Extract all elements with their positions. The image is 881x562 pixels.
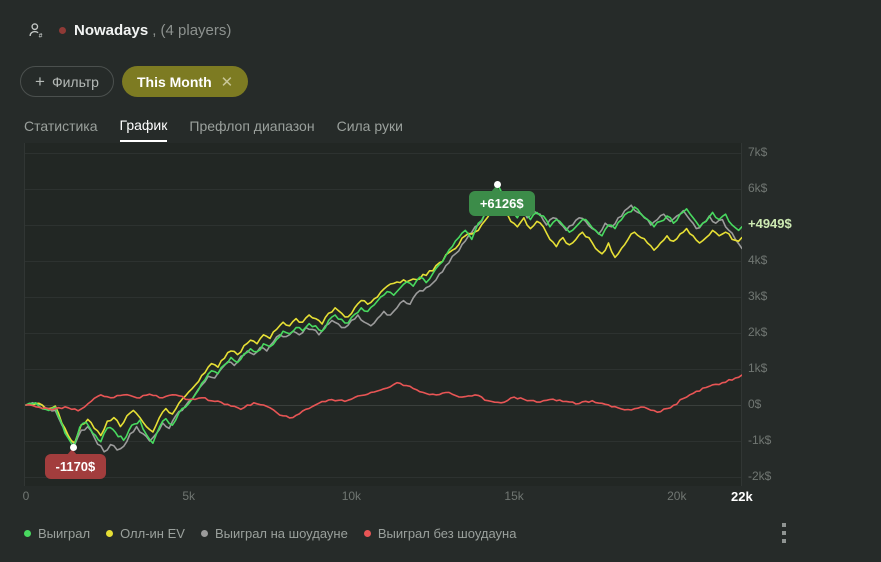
red-dot-icon: [363, 530, 371, 537]
legend-item-won[interactable]: Выиграл: [24, 526, 90, 541]
y-tick-label: 0$: [748, 397, 762, 411]
y-tick-label: 3k$: [748, 289, 768, 303]
x-axis-labels: 0 5k 10k 15k 20k 22k: [22, 489, 754, 505]
player-pool-title: Nowadays: [74, 22, 149, 39]
plus-icon: +: [35, 72, 45, 91]
players-icon: #: [28, 22, 45, 39]
series-Выиграл: [25, 183, 742, 448]
green-dot-icon: [24, 530, 31, 537]
header: # Nowadays , (4 players): [28, 22, 231, 39]
legend-item-won-no-showdown[interactable]: Выиграл без шоудауна: [363, 526, 517, 541]
filter-bar: + Фильтр This Month ✕: [20, 66, 249, 97]
gray-dot-icon: [200, 530, 208, 537]
marker-dot: [70, 443, 77, 451]
add-filter-label: Фильтр: [51, 73, 99, 90]
y-tick-label: 1k$: [748, 361, 768, 375]
close-icon[interactable]: ✕: [220, 73, 234, 91]
legend-label: Олл-ин EV: [120, 526, 185, 541]
profit-chart[interactable]: +6126$ -1170$: [24, 143, 742, 486]
add-filter-button[interactable]: + Фильтр: [20, 66, 114, 97]
legend-item-won-showdown[interactable]: Выиграл на шоудауне: [200, 526, 348, 541]
active-filter-label: This Month: [136, 73, 212, 90]
legend-label: Выиграл без шоудауна: [377, 526, 517, 541]
legend-label: Выиграл: [38, 526, 91, 541]
legend-item-allin-ev[interactable]: Олл-ин EV: [106, 526, 185, 541]
legend-label: Выиграл на шоудауне: [214, 526, 348, 541]
series-Выиграл без шоудауна: [25, 374, 742, 419]
chart-menu-kebab-icon[interactable]: [779, 520, 789, 546]
y-tick-label: 6k$: [748, 181, 768, 195]
status-dot: [59, 27, 66, 34]
current-value-label: +4949$: [748, 216, 792, 231]
y-tick-label: 2k$: [748, 325, 768, 339]
x-tick-label: 0: [22, 489, 30, 503]
x-tick-label: 20k: [667, 489, 687, 503]
x-tick-label: 15k: [504, 489, 524, 503]
badge-pointer-icon: [490, 186, 501, 193]
tab-statistics[interactable]: Статистика: [24, 117, 98, 142]
x-tick-label: 5k: [182, 489, 196, 503]
series-Олл-ин EV: [25, 191, 742, 444]
y-axis-labels: 7k$ 6k$ 4k$ 3k$ 2k$ 1k$ 0$ -1k$ -2k$ +4949$: [748, 143, 794, 486]
series-Выиграл на шоудауне: [25, 191, 742, 453]
tab-bar: Статистика График Префлоп диапазон Сила …: [24, 117, 403, 142]
svg-text:#: #: [39, 32, 43, 39]
low-badge: -1170$: [44, 449, 107, 480]
yellow-dot-icon: [106, 530, 114, 537]
tab-hand-strength[interactable]: Сила руки: [337, 117, 403, 142]
chart-legend: Выиграл Олл-ин EV Выиграл на шоудауне Вы…: [24, 526, 516, 541]
y-tick-label: 4k$: [748, 253, 768, 267]
player-pool-subtitle: , (4 players): [152, 22, 232, 39]
peak-badge: +6126$: [468, 186, 535, 217]
badge-pointer-icon: [66, 449, 77, 456]
y-tick-label: -2k$: [748, 469, 772, 483]
marker-dot: [494, 180, 502, 188]
x-tick-label: 10k: [341, 489, 362, 503]
tab-graph[interactable]: График: [119, 117, 168, 142]
chart-canvas: [24, 143, 742, 486]
y-tick-label: -1k$: [748, 433, 772, 447]
x-tick-label-current: 22k: [731, 489, 753, 504]
y-tick-label: 7k$: [748, 145, 768, 159]
active-filter-chip[interactable]: This Month ✕: [121, 66, 249, 97]
tab-preflop-range[interactable]: Префлоп диапазон: [189, 117, 314, 142]
